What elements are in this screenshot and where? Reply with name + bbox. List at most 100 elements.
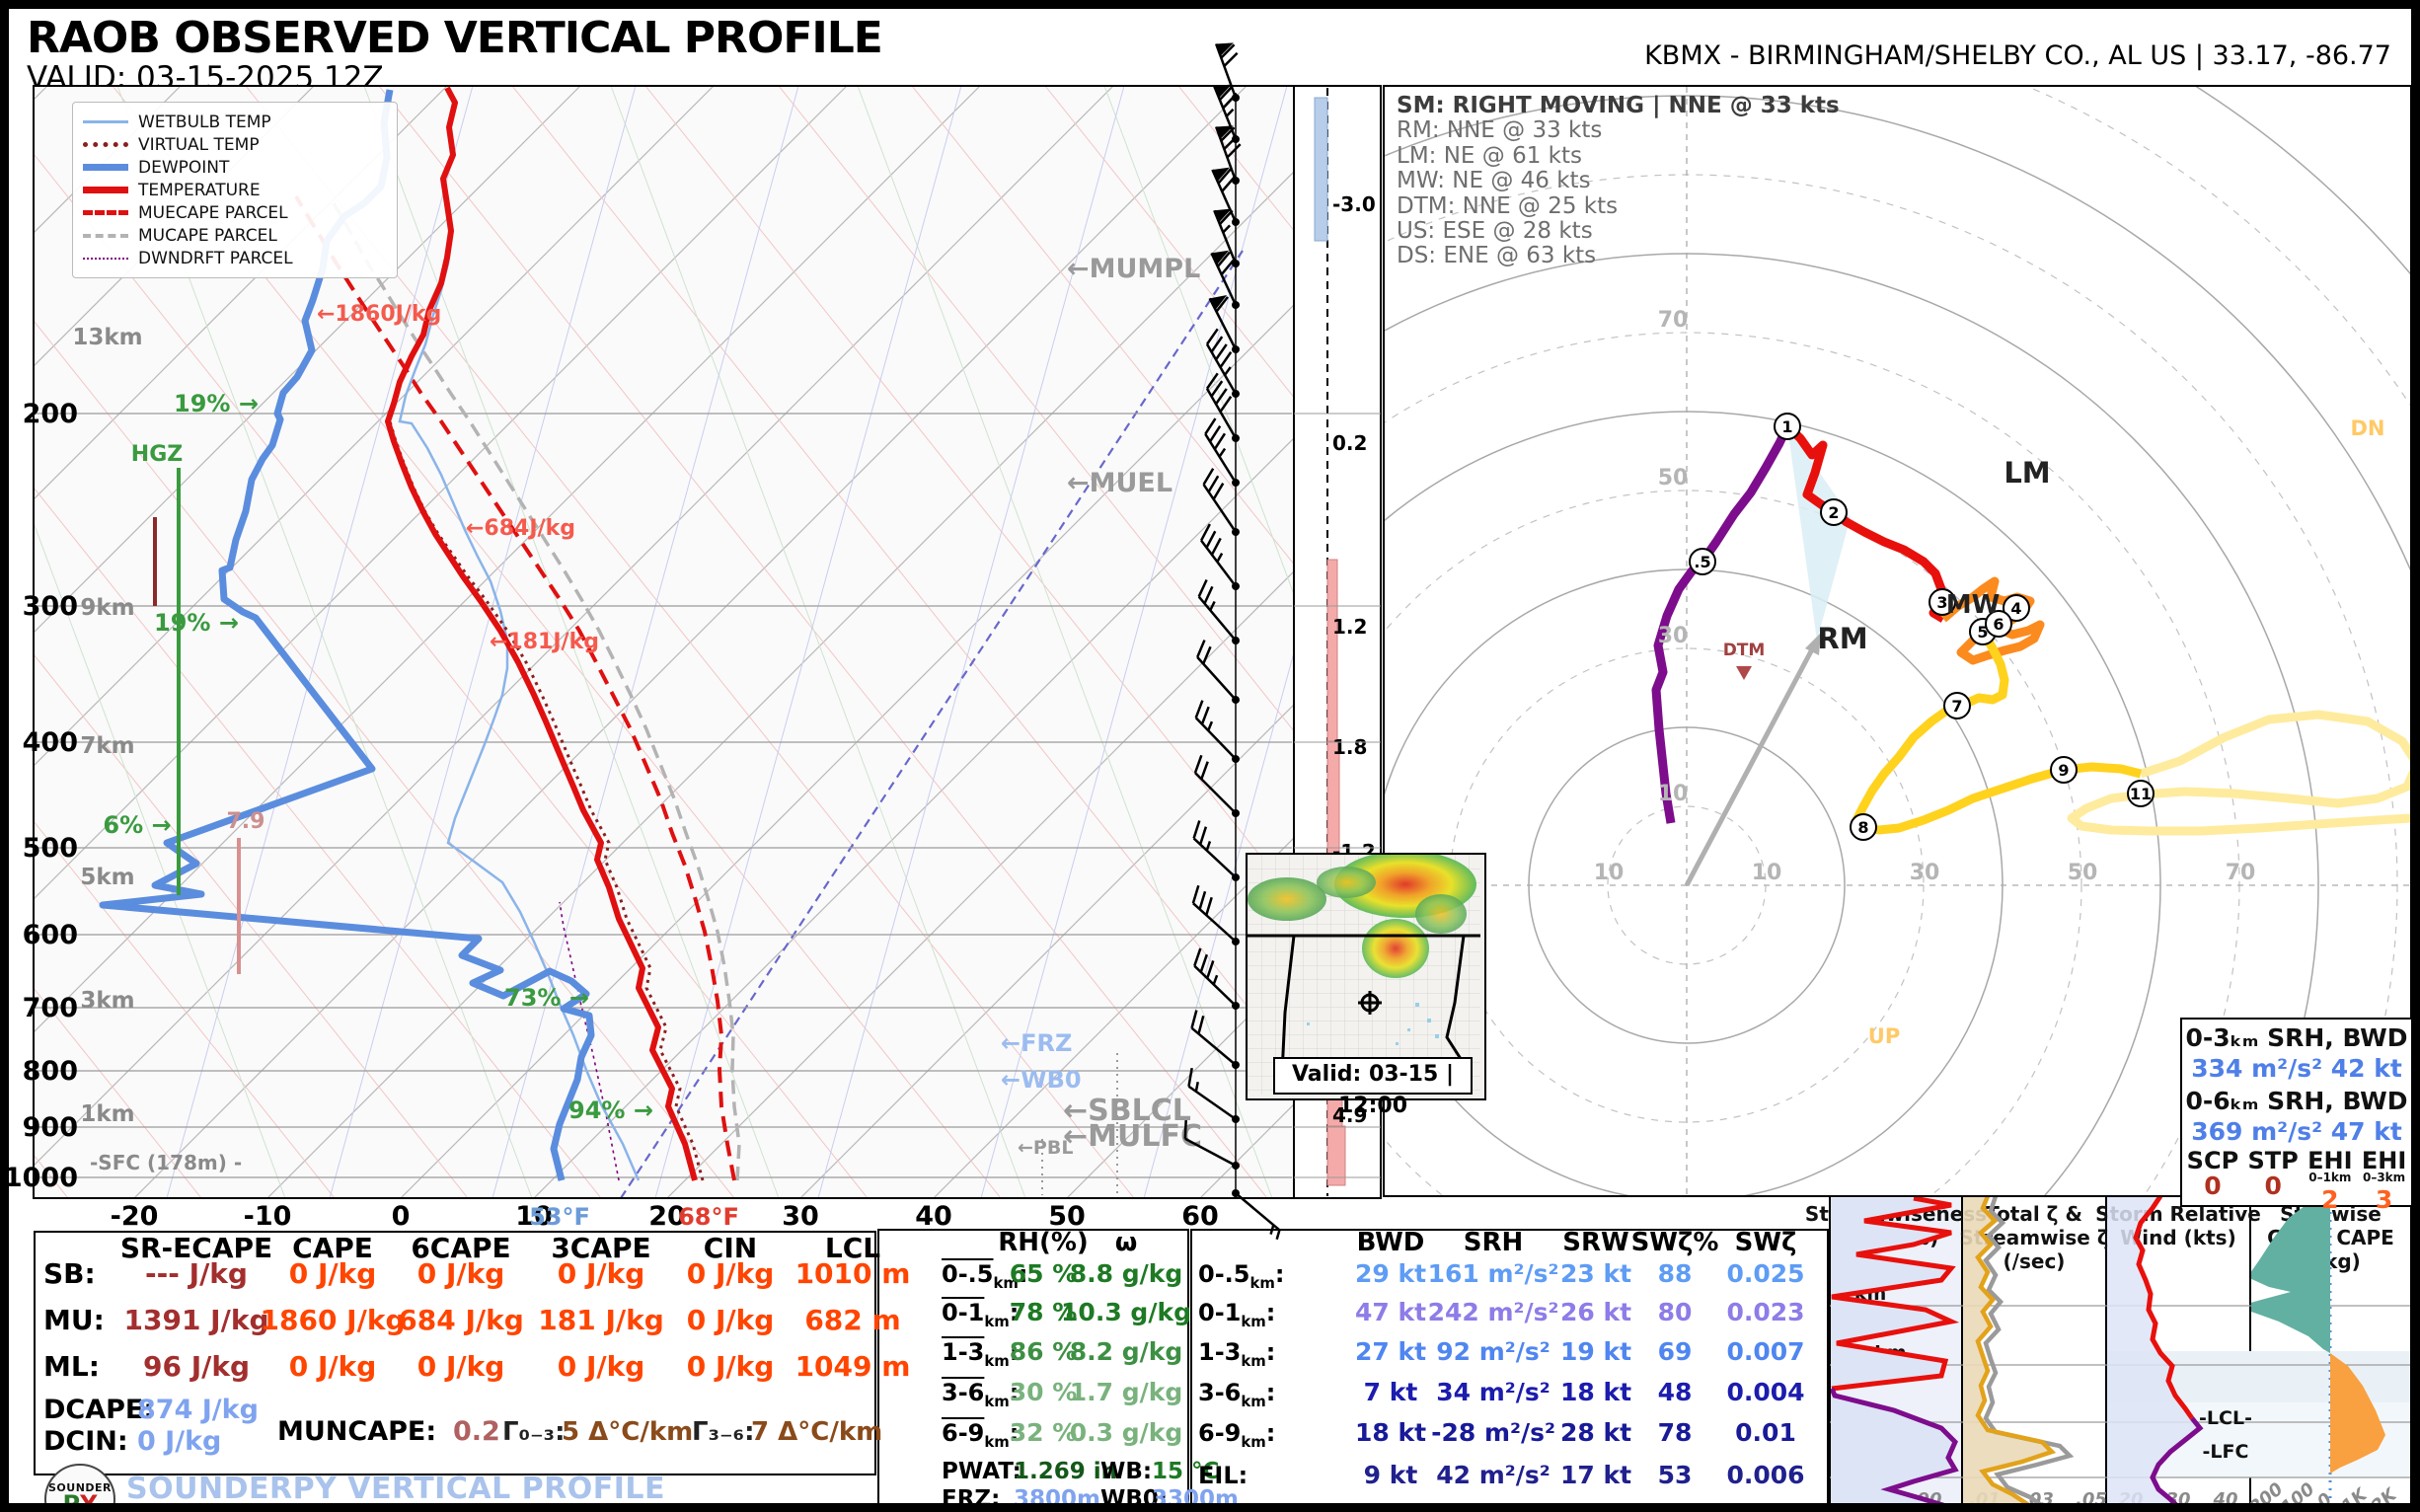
mixing-ratio-value: 0.3 g/kg <box>1069 1418 1183 1448</box>
rh-row-label: 3-6km: <box>942 1379 1020 1410</box>
kin-row-label: 6-9km: <box>1198 1419 1276 1451</box>
temperature-line-sample <box>83 187 128 193</box>
dewpoint-line-sample <box>83 164 128 171</box>
footer-title: SOUNDERPY VERTICAL PROFILE ANALYSIS TOOL <box>126 1472 665 1506</box>
kin-row-label: 0-1km: <box>1198 1299 1276 1330</box>
panel-xtick: 40 <box>2212 1489 2237 1503</box>
cape-value: 682 m <box>804 1304 901 1336</box>
pressure-label-400: 400 <box>23 727 78 758</box>
dry-adiabat-line <box>912 87 1293 565</box>
srw-level-label: -LFC <box>2203 1441 2249 1463</box>
rh-annotation: 73% → <box>504 984 589 1012</box>
cape-value: 181 J/kg <box>538 1304 664 1336</box>
kin-header: SWζ% <box>1630 1227 1719 1257</box>
omega-value-label: -3.0 <box>1332 192 1376 216</box>
virtual-temp-curve <box>388 420 705 1181</box>
highlighted-mixing-ratio-line <box>620 250 1244 1197</box>
svg-text:5: 5 <box>1977 623 1988 642</box>
cape-value: 684 J/kg <box>398 1304 524 1336</box>
wind-barb <box>1211 167 1240 226</box>
wind-barb <box>1214 42 1240 102</box>
legend-item: DEWPOINT <box>83 156 387 179</box>
omega-bar-negative <box>1314 97 1328 242</box>
kin-row-label: 1-3km: <box>1198 1338 1276 1370</box>
wb-value: 15 °C <box>1152 1458 1220 1484</box>
level-label: ←MUMPL <box>1067 254 1200 284</box>
logo-p: P <box>62 1490 81 1512</box>
cape-header: CAPE <box>292 1232 373 1264</box>
mixing-ratio-value: 8.2 g/kg <box>1069 1337 1183 1367</box>
srh-0-3-label: 0-3ₖₘ SRH, BWD <box>2185 1023 2408 1052</box>
srw-level-label: -LCL- <box>2199 1407 2252 1429</box>
omega-bar-positive <box>1326 1125 1346 1186</box>
temp-tick-40: 40 <box>915 1201 952 1232</box>
hodo-height-marker-3: 3 <box>1928 588 1956 616</box>
kin-value: 27 kt <box>1354 1337 1427 1367</box>
rh-value: 65 % <box>1009 1259 1078 1289</box>
hodo-trace-9-12km <box>2067 710 2410 836</box>
mixing-ratio-value: 1.7 g/kg <box>1069 1378 1183 1407</box>
wind-barb <box>1187 1068 1240 1123</box>
kin-value: 47 kt <box>1354 1298 1427 1327</box>
mixing-ratio-line <box>329 87 637 1197</box>
wind-barb-column <box>1183 42 1281 1241</box>
wind-barb <box>1191 884 1240 945</box>
cape-value: 1010 m <box>794 1257 911 1290</box>
ring-label: 50 <box>1658 466 1689 491</box>
rh-row-label: 0-.5km: <box>942 1260 1028 1292</box>
temp-tick--10: -10 <box>244 1201 292 1232</box>
pressure-label-1000: 1000 <box>9 1163 78 1193</box>
cape-value: 0 J/kg <box>686 1350 775 1383</box>
streamwiseness-fill <box>1831 1198 1955 1503</box>
kin-value: 19 kt <box>1559 1337 1632 1367</box>
rh-row-label: 0-1km: <box>942 1299 1020 1330</box>
legend-label: VIRTUAL TEMP <box>138 134 260 155</box>
kin-value: 78 <box>1657 1418 1693 1448</box>
kin-header: BWD <box>1356 1227 1425 1257</box>
rh-header: RH(%) <box>998 1227 1089 1257</box>
panel-xtick: .05 <box>2076 1489 2107 1503</box>
wind-barb <box>1204 417 1240 487</box>
svg-text:7: 7 <box>1951 697 1962 716</box>
srh-bwd-summary-box: 0-3ₖₘ SRH, BWD 334 m²/s² 42 kt 0-6ₖₘ SRH… <box>2180 1018 2411 1214</box>
kin-value: 0.007 <box>1726 1337 1805 1367</box>
pressure-label-600: 600 <box>23 920 78 950</box>
temp-tick-10: 10 <box>515 1201 553 1232</box>
cape-header: 3CAPE <box>551 1232 651 1264</box>
hodo-height-marker-8: 8 <box>1850 813 1877 841</box>
stp-value: 0 <box>2264 1172 2282 1200</box>
cape-value: 0 J/kg <box>686 1257 775 1290</box>
frz-value: 3800m <box>1014 1485 1100 1512</box>
kin-value: 18 kt <box>1559 1378 1632 1407</box>
kin-row-label: 3-6km: <box>1198 1379 1276 1410</box>
svg-text:11: 11 <box>2130 785 2152 803</box>
moist-adiabat-line <box>1103 87 1293 593</box>
dcin-value: 0 J/kg <box>137 1425 222 1457</box>
level-label: ←WB0 <box>1001 1066 1082 1094</box>
logo-y: Y <box>80 1490 98 1512</box>
hodo-height-marker-9: 9 <box>2050 756 2078 784</box>
cape-value: 0 J/kg <box>288 1350 377 1383</box>
gamma36-label: Γ₃₋₆: <box>692 1416 755 1447</box>
srw-curve-lower <box>2150 1416 2204 1503</box>
gamma03-label: Γ₀₋₃: <box>502 1416 566 1447</box>
legend-item: MUCAPE PARCEL <box>83 224 387 247</box>
hodo-trace-0-1km <box>1651 424 1792 824</box>
rh-row-label: 1-3km: <box>942 1338 1020 1370</box>
kin-value: 0.023 <box>1726 1298 1805 1327</box>
radar-cell <box>1248 877 1326 921</box>
omega-value-label: 1.2 <box>1332 615 1367 639</box>
wind-barb <box>1192 820 1240 881</box>
streamwiseness-curve-lower <box>1831 1388 1959 1503</box>
svg-text:.5: .5 <box>1694 553 1710 571</box>
rh-annotation: 6% → <box>103 811 171 839</box>
temp-tick--20: -20 <box>111 1201 159 1232</box>
ehi-0-3-sub: 0–3km <box>2362 1171 2406 1184</box>
radar-map <box>1248 851 1480 1096</box>
wind-barb <box>1232 1189 1281 1241</box>
height-label-5km: 5km <box>80 865 134 890</box>
cape-row-label: ML: <box>43 1350 100 1383</box>
wind-barb <box>1205 372 1240 442</box>
rh-value: 78 % <box>1009 1298 1078 1327</box>
svg-text:9: 9 <box>2058 761 2069 780</box>
